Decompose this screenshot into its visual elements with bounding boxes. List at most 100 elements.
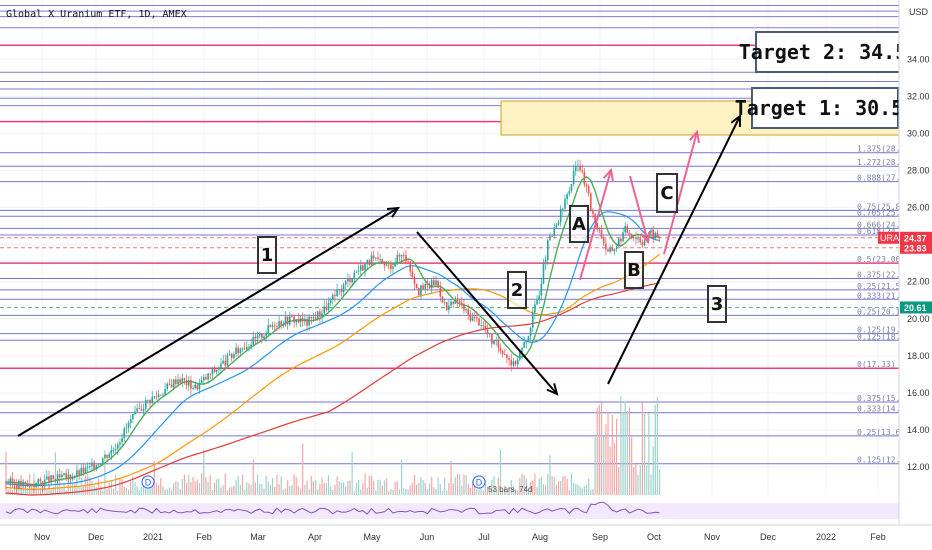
fib-label: 0.888(27.40) (857, 174, 915, 183)
wave-3-arrow-head (730, 113, 742, 128)
volume-bar (138, 489, 140, 495)
candle-body (334, 294, 336, 297)
candle-body (368, 260, 371, 265)
candle-body (585, 184, 588, 187)
volume-bar (519, 478, 521, 495)
candle-body (654, 232, 657, 239)
candle-body (327, 302, 330, 311)
volume-bar (317, 489, 319, 495)
volume-bar (611, 414, 613, 495)
candle-body (125, 427, 128, 429)
volume-bar (7, 488, 9, 495)
candle-body (157, 394, 160, 397)
volume-bar (63, 482, 65, 495)
volume-bar (521, 473, 523, 495)
volume-bar (583, 486, 585, 495)
volume-bar (278, 484, 280, 495)
volume-bar (411, 482, 413, 495)
volume-bar (76, 482, 78, 495)
price-axis[interactable]: 12.0014.0016.0018.0020.0022.0024.0026.00… (878, 0, 932, 525)
fib-label: 0.25(21.56) (857, 282, 910, 291)
wave-annotations: 1 2 3 A B C Target 1: 30.50 Target 2: 34.50 D D 53… (17, 31, 919, 494)
volume-bar (289, 486, 291, 495)
candle-body (544, 259, 547, 264)
volume-bar (618, 467, 620, 495)
volume-bar (11, 489, 14, 495)
candle-body (164, 388, 166, 395)
volume-bar (545, 485, 547, 495)
candle-body (482, 325, 485, 327)
volume-bar (338, 481, 340, 495)
candle-body (209, 373, 212, 375)
volume-bar (198, 483, 201, 495)
volume-bar (104, 450, 106, 495)
candle-body (635, 237, 637, 239)
volume-bar (50, 489, 52, 495)
candle-body (637, 238, 639, 240)
volume-bar (295, 476, 297, 495)
volume-bar (119, 478, 121, 495)
candle-body (93, 462, 95, 470)
volume-bar (439, 483, 441, 495)
candle-body (224, 360, 227, 366)
candle-body (271, 325, 274, 327)
symbol-tag (878, 231, 899, 244)
volume-bar (499, 449, 502, 495)
candle-body (153, 396, 156, 398)
candle-body (147, 399, 149, 401)
volume-bar (416, 484, 418, 495)
time-axis[interactable]: Nov Dec 2021 Feb Mar Apr May Jun Jul Aug Sep Oct Nov… (0, 524, 932, 550)
candle-body (615, 246, 618, 249)
candle-body (420, 285, 422, 296)
volume-bar (450, 460, 452, 495)
volume-bar (577, 484, 579, 495)
candle-body (226, 355, 229, 366)
candle-body (243, 348, 246, 350)
volume-bar (287, 480, 289, 495)
volume-bar (383, 480, 385, 495)
volume-bar (224, 473, 226, 495)
volume-bar (299, 488, 302, 495)
candle-body (78, 470, 80, 475)
price-tag-value: 20.61 (904, 303, 927, 313)
target-label: Target 1: 30.50 (735, 96, 916, 120)
candle-body (316, 311, 319, 320)
fib-label: 0.333(21.05) (857, 291, 915, 300)
wave-label-box (569, 205, 589, 243)
volume-bar (342, 482, 345, 495)
volume-bar (456, 473, 459, 495)
candle-body (95, 465, 98, 470)
volume-bar (609, 446, 611, 495)
volume-bar (166, 489, 168, 495)
candle-body (570, 184, 573, 191)
candle-body (20, 480, 22, 487)
candle-body (613, 248, 616, 252)
candle-body (319, 311, 321, 317)
candle-body (392, 266, 394, 269)
candle-body (74, 476, 76, 478)
candle-body (41, 481, 44, 487)
chart-title: Global X Uranium ETF, 1D, AMEX (6, 9, 187, 20)
candle-body (203, 377, 205, 381)
volume-bar (340, 482, 342, 495)
volume-bar (564, 475, 566, 495)
volume-bar (59, 477, 61, 495)
price-axis-bg (899, 0, 932, 525)
rsi-band (0, 503, 899, 519)
candle-body (534, 304, 536, 313)
candle-body (67, 474, 70, 478)
volume-bar (598, 404, 600, 495)
volume-bar (46, 488, 48, 495)
candle-body (340, 289, 343, 292)
candle-body (501, 350, 504, 355)
volume-bar (622, 412, 624, 495)
volume-bar (517, 490, 519, 495)
candle-body (469, 314, 472, 321)
candle-body (142, 408, 145, 411)
volume-bar (177, 481, 179, 495)
candle-body (289, 316, 291, 325)
candle-body (321, 313, 323, 317)
volume-bar (446, 490, 448, 495)
candle-body (200, 380, 203, 383)
